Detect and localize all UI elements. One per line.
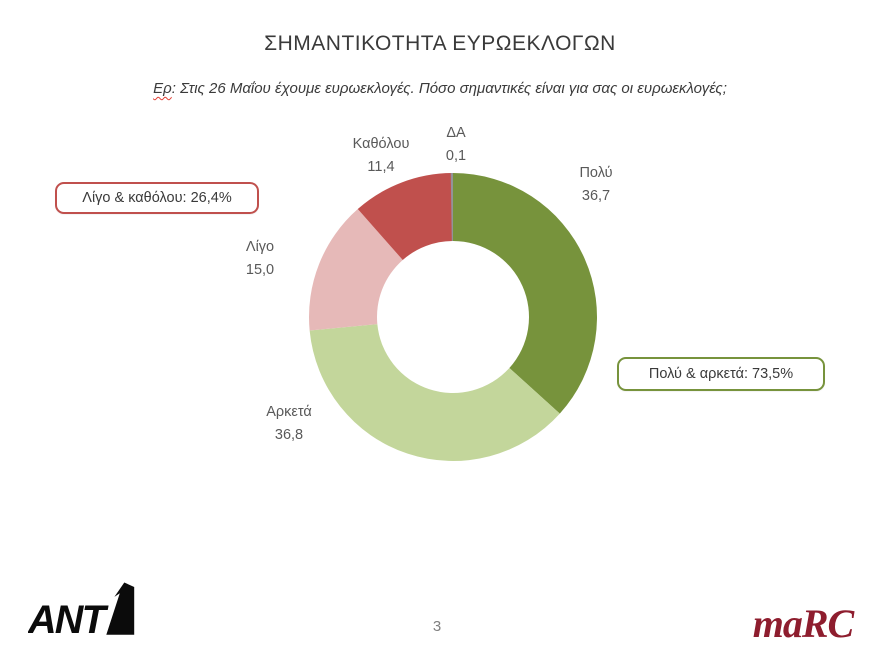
donut-slice-Αρκετά	[309, 324, 560, 462]
slice-category: ΔΑ	[446, 125, 466, 141]
slice-label-arketa: Αρκετά 36,8	[266, 401, 312, 447]
ant1-logo: ANT	[27, 580, 163, 648]
slice-value: 15,0	[245, 262, 275, 278]
page-number: 3	[432, 618, 442, 635]
slice-value: 0,1	[445, 148, 467, 164]
slice-category: Πολύ	[579, 165, 613, 181]
donut-slice-Καθόλου	[357, 173, 453, 260]
slice-label-katholou: Καθόλου 11,4	[353, 133, 410, 179]
subtitle-text: : Στις 26 Μαΐου έχουμε ευρωεκλογές. Πόσο…	[171, 80, 727, 97]
slice-label-poly: Πολύ 36,7	[579, 162, 612, 208]
ant1-logo-one-icon	[106, 582, 135, 635]
callout-ligo-katholou: Λίγο & καθόλου: 26,4%	[55, 182, 259, 214]
donut-slice-ΔΑ	[450, 173, 453, 242]
ant1-logo-text: ANT	[28, 598, 109, 642]
page-title: ΣΗΜΑΝΤΙΚΟΤΗΤΑ ΕΥΡΩΕΚΛΟΓΩΝ	[264, 32, 616, 55]
donut-slice-Πολύ	[453, 173, 597, 414]
donut-chart	[308, 172, 598, 462]
slice-category: Καθόλου	[352, 136, 410, 152]
slice-category: Λίγο	[245, 239, 275, 255]
slice-label-da: ΔΑ 0,1	[446, 122, 466, 168]
slice-value: 36,7	[581, 188, 611, 204]
slice-value: 36,8	[274, 427, 304, 443]
slice-value: 11,4	[367, 159, 395, 175]
slice-category: Αρκετά	[266, 404, 312, 420]
marc-logo: maRC	[752, 601, 854, 646]
subtitle-prefix: Ερ	[153, 80, 172, 97]
callout-poly-arketa: Πολύ & αρκετά: 73,5%	[617, 357, 825, 391]
donut-chart-svg	[309, 173, 597, 462]
slice-label-ligo: Λίγο 15,0	[246, 236, 274, 282]
question-subtitle: Ερ: Στις 26 Μαΐου έχουμε ευρωεκλογές. Πό…	[0, 80, 880, 97]
donut-slice-Λίγο	[309, 208, 403, 331]
